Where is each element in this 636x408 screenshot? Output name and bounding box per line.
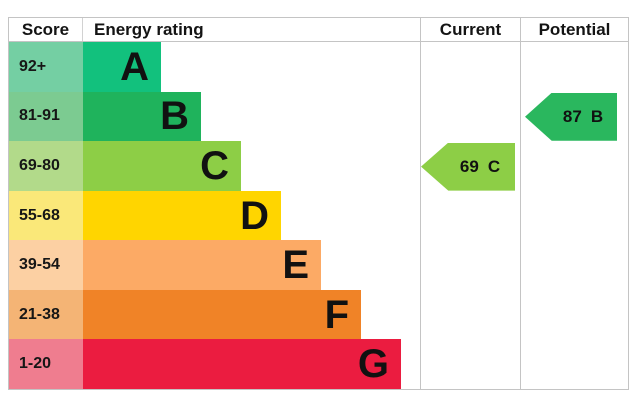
potential-cell	[520, 42, 628, 92]
band-letter: F	[324, 292, 349, 337]
band-score-cell: 55-68	[9, 190, 83, 241]
band-bar-area: E	[83, 240, 420, 290]
band-letter: C	[200, 143, 229, 188]
band-row-f: 21-38 F	[9, 289, 628, 340]
band-row-d: 55-68 D	[9, 190, 628, 241]
current-rating-value: 69	[459, 156, 479, 176]
current-cell	[420, 141, 520, 191]
energy-rating-header: Energy rating	[94, 19, 204, 39]
band-score-cell: 21-38	[9, 289, 83, 340]
potential-cell	[520, 339, 628, 390]
potential-cell	[520, 240, 628, 290]
band-bar: A	[83, 42, 161, 92]
band-bar-area: D	[83, 190, 420, 241]
band-bar-area: G	[83, 339, 420, 390]
potential-rating-band: B	[590, 106, 604, 126]
current-cell	[420, 42, 520, 92]
potential-cell	[520, 141, 628, 191]
band-row-c: 69-80 C	[9, 141, 628, 191]
band-score-cell: 69-80	[9, 141, 83, 191]
band-letter: E	[282, 243, 309, 288]
band-bar-area: C	[83, 141, 420, 191]
band-letter: B	[160, 94, 189, 139]
current-cell	[420, 190, 520, 241]
band-score-cell: 92+	[9, 42, 83, 92]
band-score-cell: 1-20	[9, 339, 83, 390]
potential-cell	[520, 91, 628, 142]
potential-rating-value: 87	[562, 106, 582, 126]
band-bar-area: B	[83, 91, 420, 142]
current-cell	[420, 289, 520, 340]
band-bar-area: A	[83, 42, 420, 92]
band-bar: F	[83, 289, 361, 340]
band-bar: G	[83, 339, 401, 390]
band-bar: E	[83, 240, 321, 290]
band-row-e: 39-54 E	[9, 240, 628, 290]
band-bar: D	[83, 190, 281, 241]
header-row: Score Energy rating Current Potential	[9, 18, 628, 42]
current-header: Current	[420, 18, 520, 41]
current-rating-band: C	[487, 156, 501, 176]
current-cell	[420, 91, 520, 142]
current-cell	[420, 240, 520, 290]
epc-table: Score Energy rating Current Potential 92…	[8, 17, 629, 390]
current-cell	[420, 339, 520, 390]
band-row-g: 1-20 G	[9, 339, 628, 390]
band-bar: B	[83, 91, 201, 142]
band-letter: G	[357, 342, 389, 387]
band-letter: D	[240, 193, 269, 238]
band-score-cell: 39-54	[9, 240, 83, 290]
potential-cell	[520, 289, 628, 340]
band-letter: A	[120, 44, 149, 89]
potential-header: Potential	[520, 18, 628, 41]
band-bar: C	[83, 141, 241, 191]
band-score-cell: 81-91	[9, 91, 83, 142]
potential-cell	[520, 190, 628, 241]
band-row-b: 81-91 B	[9, 91, 628, 142]
score-header: Score	[9, 18, 83, 41]
band-bar-area: F	[83, 289, 420, 340]
band-row-a: 92+ A	[9, 42, 628, 92]
